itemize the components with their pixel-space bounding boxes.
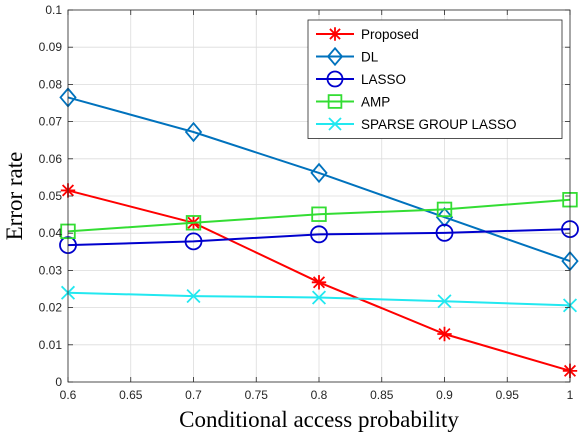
x-tick-label-2: 0.7 — [185, 388, 202, 402]
y-tick-label-0: 0 — [55, 375, 62, 389]
data-point-dl-2 — [310, 162, 328, 184]
axis-ticks: 0.6 0.65 0.7 0.75 0.8 0.85 0.9 0.95 1 0 0.01 0.02 0.… — [39, 3, 574, 402]
y-tick-label-3: 0.03 — [39, 263, 63, 277]
legend-label-dl: DL — [361, 50, 379, 65]
x-axis-label: Conditional access probability — [179, 407, 459, 432]
y-tick-label-8: 0.08 — [39, 77, 63, 91]
y-tick-label-2: 0.02 — [39, 301, 63, 315]
data-point-proposed-2 — [311, 275, 327, 290]
legend-item-lasso: LASSO — [316, 70, 406, 88]
data-point-proposed-3 — [437, 326, 452, 342]
x-tick-label-0: 0.6 — [60, 388, 77, 402]
data-point-lasso-1 — [184, 232, 203, 251]
data-point-amp-3 — [436, 201, 453, 218]
series-line-lasso — [67, 228, 571, 247]
y-tick-label-6: 0.06 — [39, 152, 63, 166]
legend-label-proposed: Proposed — [361, 27, 419, 42]
legend-item-amp: AMP — [316, 94, 390, 110]
legend-label-sparse-group-lasso: SPARSE GROUP LASSO — [361, 117, 517, 132]
y-tick-label-5: 0.05 — [39, 189, 63, 203]
legend-marker-sparse-group-lasso — [328, 117, 342, 131]
x-tick-label-5: 0.85 — [370, 388, 394, 402]
data-point-dl-1 — [184, 121, 203, 143]
legend-item-dl: DL — [316, 46, 379, 67]
x-tick-label-3: 0.75 — [245, 388, 269, 402]
y-tick-label-10: 0.1 — [45, 3, 62, 17]
data-point-lasso-2 — [310, 225, 328, 244]
x-tick-label-7: 0.95 — [496, 388, 520, 402]
legend-item-sparse-group-lasso: SPARSE GROUP LASSO — [316, 117, 517, 132]
data-point-sparse-group-lasso-1 — [186, 289, 201, 304]
data-point-dl-3 — [435, 207, 454, 228]
data-point-sparse-group-lasso-2 — [311, 290, 327, 305]
y-tick-label-7: 0.07 — [39, 115, 63, 129]
legend-item-proposed: Proposed — [316, 27, 419, 42]
x-tick-label-4: 0.8 — [311, 388, 328, 402]
legend-marker-proposed — [328, 27, 342, 41]
x-tick-label-8: 1 — [567, 388, 574, 402]
x-tick-label-6: 0.9 — [436, 388, 453, 402]
y-axis-label: Error rate — [2, 152, 27, 241]
y-tick-label-9: 0.09 — [39, 40, 63, 54]
legend-marker-dl — [326, 46, 344, 67]
legend-marker-lasso — [326, 70, 344, 88]
data-point-amp-1 — [185, 215, 202, 231]
series-line-amp — [67, 198, 571, 233]
data-point-amp-2 — [311, 206, 327, 222]
x-tick-label-1: 0.65 — [119, 388, 143, 402]
data-point-lasso-3 — [435, 223, 454, 242]
legend: Proposed DL LASSO AMP SPARSE GROUP LASSO — [307, 19, 563, 139]
series-sparse-group-lasso — [60, 285, 578, 313]
data-point-sparse-group-lasso-3 — [437, 294, 452, 309]
y-tick-label-4: 0.04 — [39, 226, 63, 240]
legend-marker-amp — [327, 94, 343, 109]
legend-label-lasso: LASSO — [361, 72, 406, 87]
legend-label-amp: AMP — [361, 95, 390, 110]
y-tick-label-1: 0.01 — [39, 338, 63, 352]
